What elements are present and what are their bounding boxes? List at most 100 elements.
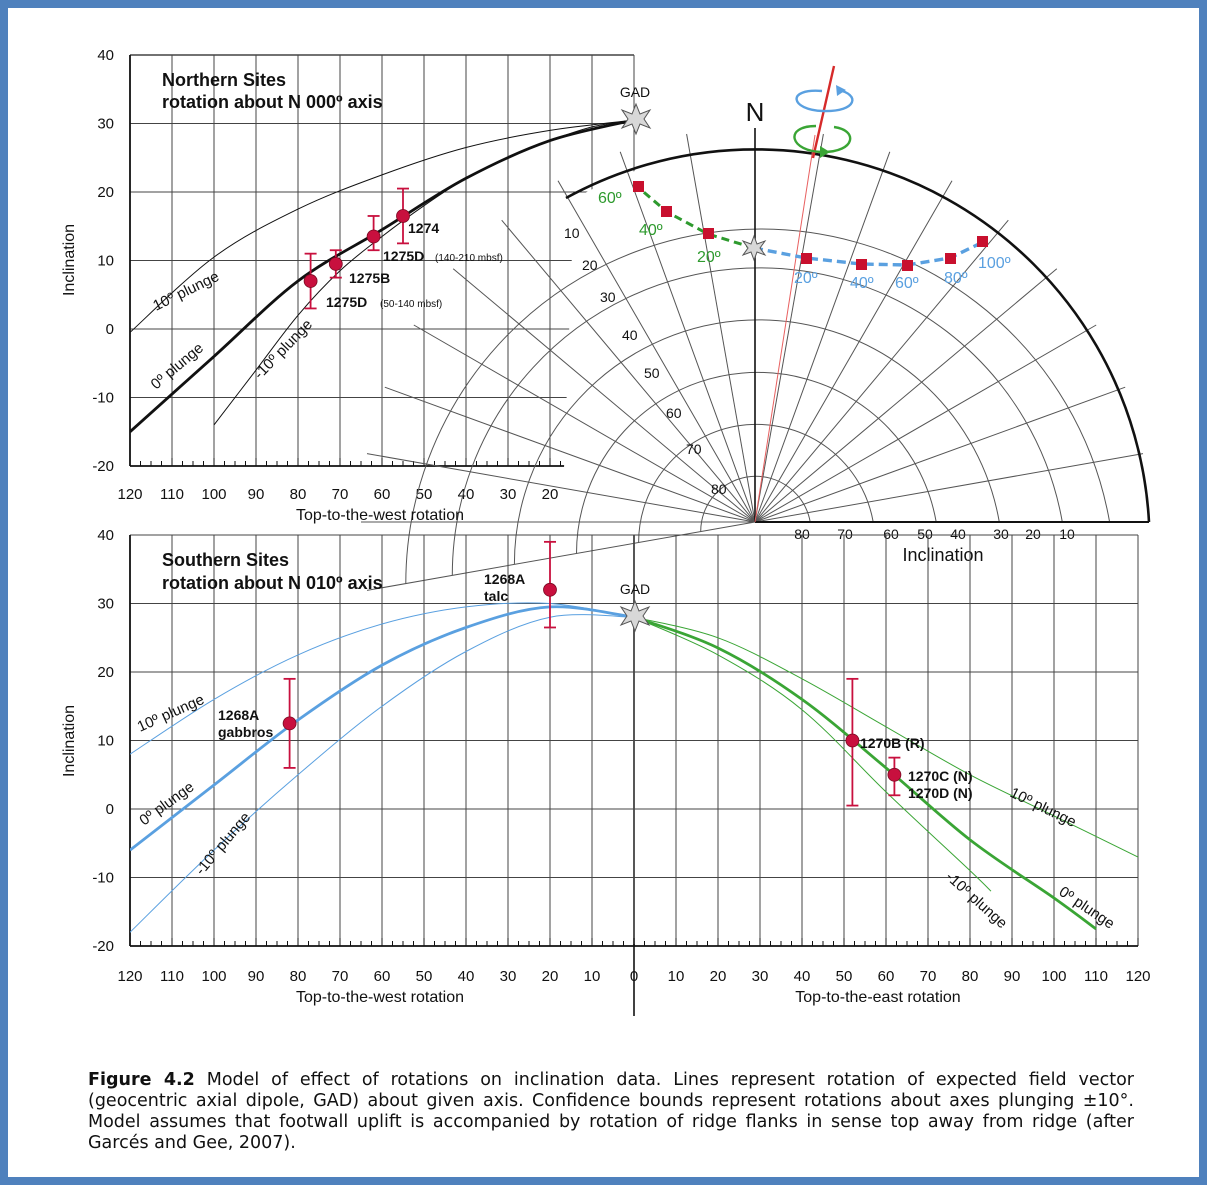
bottom-point-label: 1268A gabbros (218, 707, 273, 740)
stereonet-spoke (384, 386, 756, 523)
data-point (303, 274, 318, 288)
stereonet-spoke (619, 151, 756, 523)
stereonet-spoke (366, 453, 756, 523)
stereonet-ring (405, 228, 1111, 584)
east-minus10-plunge-curve (633, 616, 992, 892)
x-tick-label: 110 (160, 486, 184, 503)
bottom-point-label: 1270C (N) 1270D (N) (908, 768, 973, 801)
east-curve-label: 0º plunge (1056, 883, 1118, 932)
stereonet-spoke (501, 219, 756, 523)
top-point-note: (140-210 mbsf) (435, 253, 503, 264)
x-tick-label: 100 (1041, 968, 1066, 985)
y-tick-label: -10 (92, 390, 114, 407)
x-tick-label: 50 (836, 968, 853, 985)
blue-path-marker (902, 260, 913, 271)
bottom-subtitle: rotation about N 010º axis (162, 573, 383, 593)
data-point (543, 582, 557, 597)
y-tick-label: -20 (92, 458, 114, 475)
label-line-2: talc (484, 588, 508, 604)
y-tick-label: -10 (92, 870, 114, 887)
x-tick-label: 90 (248, 486, 265, 503)
x-tick-label: 80 (290, 486, 307, 503)
green-arrowhead-icon (820, 146, 830, 158)
top-point-labels: 1274 1275D (140-210 mbsf) 1275B 1275D (5… (326, 220, 503, 310)
y-tick-label: 0 (106, 321, 114, 338)
label-line: 1268A (484, 571, 525, 587)
top-gad-star-icon (620, 102, 652, 136)
stereonet-spoke (366, 521, 756, 591)
bottom-point-labels: 1268A talc 1268A gabbros 1270B (R) 1270C (… (218, 571, 973, 801)
x-tick-label: 80 (962, 968, 979, 985)
east-10-plunge-curve (633, 616, 1138, 858)
bottom-gad-label: GAD (620, 581, 650, 597)
blue-path-marker (945, 253, 956, 264)
x-tick-label: 60 (878, 968, 895, 985)
x-tick-label: 40 (794, 968, 811, 985)
data-point (328, 257, 343, 271)
stereonet-green-labels: 20º 40º 60º (598, 190, 721, 266)
bottom-tick: 30 (993, 526, 1009, 542)
bottom-tick: 70 (837, 526, 853, 542)
bottom-tick: 20 (1025, 526, 1041, 542)
label-line-2: 1270D (N) (908, 785, 973, 801)
data-point (396, 209, 410, 223)
figure-canvas: 1201101009080706050403020100403020100-10… (61, 47, 1151, 1016)
stereonet-mask (562, 148, 1142, 522)
x-tick-label: 10 (668, 968, 685, 985)
bottom-tick: 40 (950, 526, 966, 542)
stereonet-spoke (754, 268, 1058, 523)
radial-tick: 40 (622, 327, 638, 343)
x-tick-label: 50 (416, 486, 433, 503)
blue-rotation-arrow-icon (795, 88, 854, 113)
green-path-marker (633, 181, 644, 192)
green-path-marker (661, 206, 672, 217)
stereonet-spoke (754, 386, 1126, 523)
bottom-y-label: Inclination (61, 705, 78, 777)
radial-tick: 30 (600, 289, 616, 305)
data-point (366, 229, 381, 244)
x-tick-label: 70 (332, 486, 349, 503)
top-y-label: Inclination (61, 224, 78, 296)
blue-path-label: 100º (978, 255, 1011, 272)
bottom-data-points (282, 540, 902, 807)
top-x-label: Top-to-the-west rotation (296, 507, 464, 524)
stereonet-gad-star-icon (741, 234, 767, 262)
stereonet-outline (565, 148, 1151, 523)
radial-tick: 60 (666, 405, 682, 421)
top-minus10-plunge-curve (213, 119, 634, 426)
x-tick-label: 80 (290, 968, 307, 985)
top-curve-label: 0º plunge (148, 340, 207, 394)
x-tick-label: 110 (160, 968, 184, 985)
green-path-marker (703, 228, 714, 239)
top-point-label: 1275D (326, 294, 367, 310)
top-curve-label: 10º plunge (150, 268, 222, 315)
top-gad-label: GAD (620, 84, 650, 100)
blue-path-label: 20º (794, 270, 818, 287)
x-tick-label: 110 (1084, 968, 1108, 985)
x-tick-label: 100 (201, 486, 226, 503)
y-tick-label: 30 (97, 596, 114, 613)
x-tick-label: 120 (117, 968, 142, 985)
stereonet-x-label: Inclination (902, 545, 983, 565)
figure-caption: Figure 4.2 Model of effect of rotations … (88, 1070, 1134, 1154)
stereonet-ring (576, 371, 937, 554)
blue-path-label: 40º (850, 275, 874, 292)
data-point (887, 767, 902, 782)
x-tick-label: 40 (458, 968, 475, 985)
y-tick-label: 10 (97, 733, 114, 750)
north-axis-thin-line (754, 134, 816, 523)
x-tick-label: 50 (416, 968, 433, 985)
x-tick-label: 10 (584, 968, 601, 985)
y-tick-label: 20 (97, 184, 114, 201)
north-label: N (746, 97, 765, 127)
label-line-2: gabbros (218, 724, 273, 740)
top-curve-label: -10º plunge (251, 316, 316, 383)
blue-path-marker (801, 253, 812, 264)
stereonet-spoke (754, 219, 1009, 523)
radial-tick: 50 (644, 365, 660, 381)
y-tick-label: 40 (97, 47, 114, 64)
label-line: 1268A (218, 707, 259, 723)
data-point (845, 733, 860, 748)
blue-path-marker (977, 236, 988, 247)
x-tick-label: 60 (374, 968, 391, 985)
